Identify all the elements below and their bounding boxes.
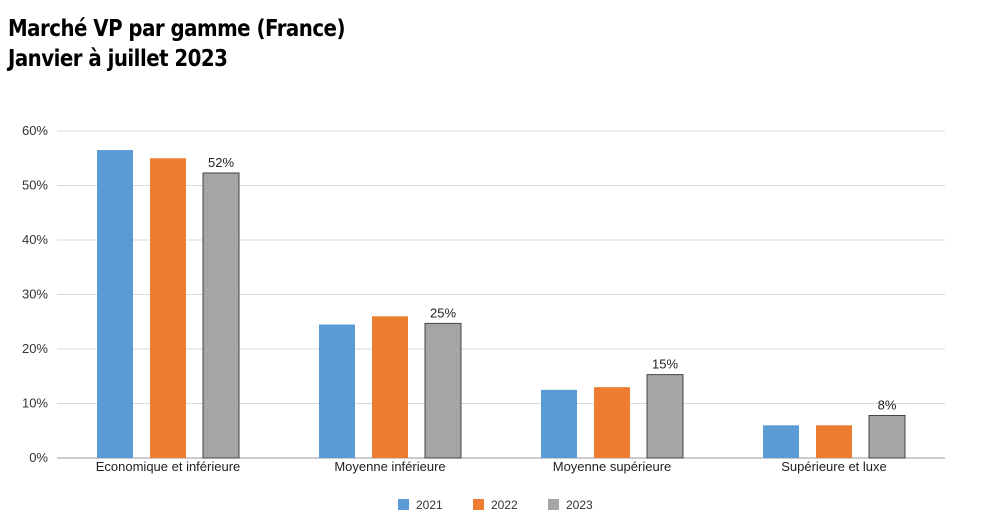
x-category-label: Supérieure et luxe [781, 459, 887, 474]
bar-2022-0 [150, 158, 186, 458]
bar-2023-3 [868, 414, 906, 459]
data-label: 25% [430, 305, 456, 320]
chart-title: Marché VP par gamme (France) Janvier à j… [8, 14, 400, 74]
data-labels: 52% 25% 15% 8% [208, 155, 897, 413]
x-category-label: Moyenne supérieure [553, 459, 672, 474]
data-label: 52% [208, 155, 234, 170]
y-tick-label: 30% [22, 287, 48, 302]
data-label: 15% [652, 357, 678, 372]
bar-2021-1 [319, 324, 355, 458]
data-label: 8% [878, 397, 897, 412]
x-axis: Economique et inférieure Moyenne inférieu… [96, 459, 887, 474]
chart-title-line-2: Janvier à juillet 2023 [8, 46, 228, 72]
y-tick-label: 50% [22, 178, 48, 193]
legend-label: 2021 [416, 498, 443, 512]
legend-label: 2022 [491, 498, 518, 512]
bar-2021-3 [763, 425, 799, 458]
x-category-label: Economique et inférieure [96, 459, 241, 474]
bar-2023-2 [646, 374, 684, 459]
y-tick-label: 10% [22, 396, 48, 411]
y-tick-label: 40% [22, 232, 48, 247]
legend: 2021 2022 2023 [398, 498, 593, 512]
chart-title-line-1: Marché VP par gamme (France) [8, 16, 345, 42]
x-category-label: Moyenne inférieure [334, 459, 445, 474]
bar-2022-2 [594, 387, 630, 458]
bar-2023-0 [202, 172, 240, 459]
legend-label: 2023 [566, 498, 593, 512]
gridlines [57, 130, 945, 459]
y-axis: 0% 10% 20% 30% 40% 50% 60% [22, 123, 48, 465]
bar-2023-1 [424, 322, 462, 459]
legend-swatch-2021 [398, 499, 409, 510]
y-tick-label: 20% [22, 341, 48, 356]
legend-swatch-2022 [473, 499, 484, 510]
bar-2021-0 [97, 150, 133, 458]
bars [97, 150, 906, 459]
bar-2021-2 [541, 389, 577, 458]
legend-swatch-2023 [548, 499, 559, 510]
y-tick-label: 0% [29, 450, 48, 465]
bar-2022-1 [372, 316, 408, 458]
bar-2022-3 [816, 425, 852, 458]
y-tick-label: 60% [22, 123, 48, 138]
